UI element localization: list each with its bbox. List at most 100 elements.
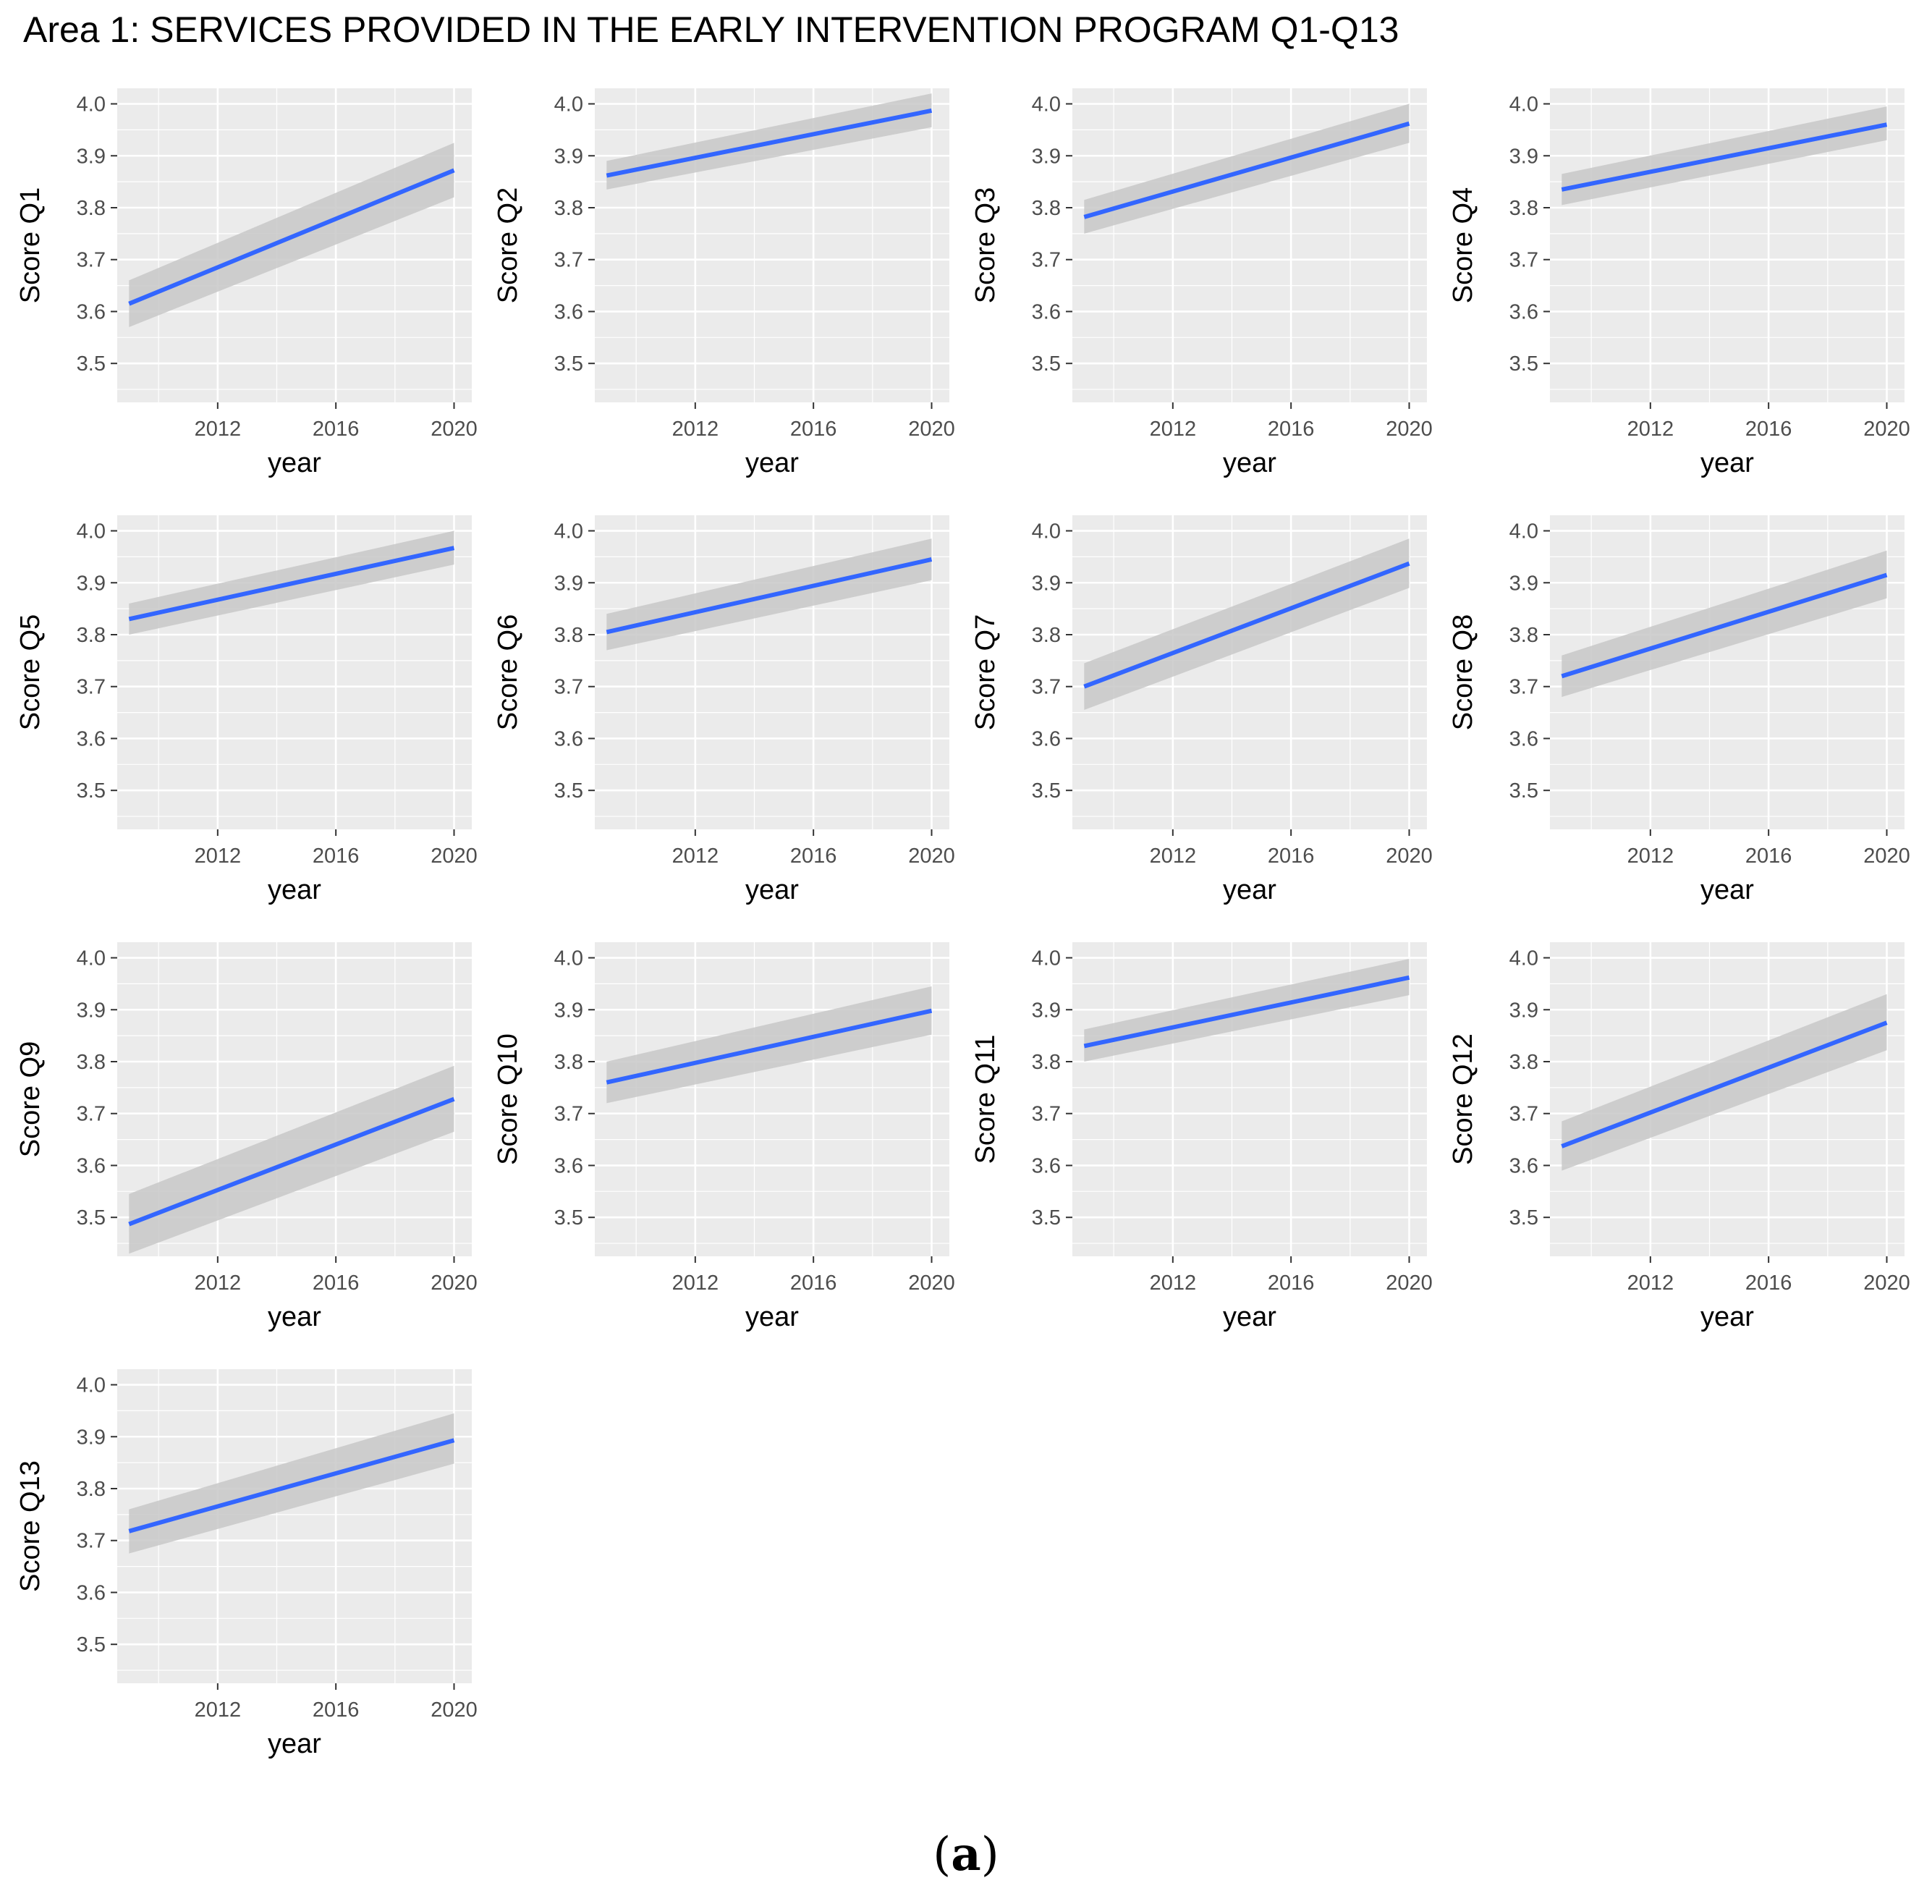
y-tick-label: 3.6: [1032, 300, 1061, 323]
x-axis-title: year: [268, 875, 321, 905]
plot-background: [595, 942, 949, 1256]
y-tick-label: 3.7: [1032, 1103, 1061, 1126]
x-tick-label: 2016: [313, 1272, 360, 1295]
x-axis-title: year: [268, 1729, 321, 1759]
x-tick-label: 2016: [1268, 845, 1315, 868]
y-tick-label: 3.9: [77, 572, 106, 595]
y-tick-label: 4.0: [554, 520, 583, 543]
x-axis-title: year: [268, 448, 321, 478]
y-tick-label: 3.5: [77, 1206, 106, 1230]
y-tick-label: 3.7: [77, 1530, 106, 1553]
y-tick-label: 4.0: [77, 947, 106, 970]
y-axis-title: Score Q11: [970, 1035, 1001, 1164]
y-tick-label: 3.8: [1032, 624, 1061, 647]
y-tick-label: 3.9: [554, 145, 583, 168]
x-axis-title: year: [745, 448, 799, 478]
y-tick-label: 4.0: [77, 93, 106, 117]
chart-panel-12: 3.5 3.6 3.7 3.8 3.9 4.0 2012 2016 2020 year Score …: [1448, 942, 1910, 1332]
y-tick-label: 3.5: [1509, 779, 1538, 803]
chart-panel-13: 3.5 3.6 3.7 3.8 3.9 4.0 2012 2016 2020 year Score …: [15, 1369, 478, 1759]
x-tick-label: 2012: [195, 1272, 242, 1295]
x-tick-label: 2016: [313, 845, 360, 868]
y-tick-label: 3.7: [554, 249, 583, 272]
y-tick-label: 3.7: [77, 249, 106, 272]
x-tick-label: 2012: [1150, 1272, 1197, 1295]
x-tick-label: 2012: [1150, 845, 1197, 868]
x-tick-label: 2012: [1627, 1272, 1674, 1295]
x-tick-label: 2012: [195, 1698, 242, 1722]
page-title: Area 1: SERVICES PROVIDED IN THE EARLY I…: [23, 9, 1399, 50]
trend-line: [1561, 572, 1888, 679]
x-axis-title: year: [268, 1302, 321, 1332]
y-tick-label: 3.9: [1509, 145, 1538, 168]
y-tick-label: 3.6: [1032, 727, 1061, 750]
x-axis-title: year: [1223, 448, 1276, 478]
x-tick-label: 2016: [313, 1698, 360, 1722]
y-tick-label: 3.6: [1509, 727, 1538, 750]
y-tick-label: 3.7: [1509, 249, 1538, 272]
y-tick-label: 3.9: [1032, 572, 1061, 595]
y-axis-title: Score Q8: [1448, 614, 1478, 731]
x-tick-label: 2012: [672, 1272, 719, 1295]
x-axis-title: year: [1700, 875, 1754, 905]
y-tick-label: 3.8: [554, 197, 583, 220]
y-tick-label: 3.6: [77, 1154, 106, 1177]
y-tick-label: 4.0: [1032, 520, 1061, 543]
x-tick-label: 2020: [1863, 845, 1910, 868]
chart-panel-4: 3.5 3.6 3.7 3.8 3.9 4.0 2012 2016 2020 year Score …: [1448, 88, 1910, 478]
y-axis-title: Score Q3: [970, 187, 1001, 304]
y-tick-label: 3.6: [554, 300, 583, 323]
y-tick-label: 3.9: [77, 145, 106, 168]
y-tick-label: 3.6: [1509, 300, 1538, 323]
y-tick-label: 3.9: [554, 572, 583, 595]
x-tick-label: 2012: [672, 418, 719, 441]
y-tick-label: 3.9: [77, 999, 106, 1022]
y-axis-title: Score Q13: [15, 1460, 46, 1592]
x-tick-label: 2020: [431, 1272, 478, 1295]
y-tick-label: 3.7: [77, 676, 106, 699]
trend-line: [1561, 122, 1888, 192]
x-tick-label: 2012: [1627, 845, 1674, 868]
x-tick-label: 2020: [431, 1698, 478, 1722]
chart-panel-11: 3.5 3.6 3.7 3.8 3.9 4.0 2012 2016 2020 year Score …: [970, 942, 1433, 1332]
x-tick-label: 2016: [1268, 1272, 1315, 1295]
y-tick-label: 3.8: [1509, 197, 1538, 220]
y-axis-title: Score Q12: [1448, 1033, 1478, 1165]
y-tick-label: 3.9: [554, 999, 583, 1022]
trend-line: [128, 168, 455, 306]
x-axis-title: year: [1700, 448, 1754, 478]
y-tick-label: 3.8: [1032, 1051, 1061, 1074]
panel-caption-letter: a: [951, 1827, 981, 1882]
y-tick-label: 4.0: [1509, 93, 1538, 117]
x-tick-label: 2012: [672, 845, 719, 868]
y-tick-label: 3.8: [77, 197, 106, 220]
y-tick-label: 3.8: [1509, 624, 1538, 647]
y-tick-label: 3.5: [554, 1206, 583, 1230]
x-tick-label: 2016: [1268, 418, 1315, 441]
y-axis-title: Score Q4: [1448, 187, 1478, 304]
x-axis-title: year: [745, 875, 799, 905]
y-tick-label: 3.9: [77, 1426, 106, 1449]
y-tick-label: 3.8: [1032, 197, 1061, 220]
x-tick-label: 2020: [431, 845, 478, 868]
y-tick-label: 3.6: [554, 727, 583, 750]
y-tick-label: 3.8: [1509, 1051, 1538, 1074]
y-tick-label: 3.5: [554, 352, 583, 376]
x-tick-label: 2016: [313, 418, 360, 441]
y-tick-label: 4.0: [77, 1374, 106, 1397]
x-tick-label: 2016: [790, 418, 837, 441]
trend-line: [1083, 561, 1410, 689]
y-tick-label: 4.0: [1509, 947, 1538, 970]
trend-line: [606, 108, 933, 178]
x-tick-label: 2016: [1745, 1272, 1792, 1295]
trend-line: [128, 1438, 455, 1533]
y-tick-label: 3.6: [1032, 1154, 1061, 1177]
chart-panel-6: 3.5 3.6 3.7 3.8 3.9 4.0 2012 2016 2020 year Score …: [493, 515, 955, 905]
chart-panel-3: 3.5 3.6 3.7 3.8 3.9 4.0 2012 2016 2020 year Score …: [970, 88, 1433, 478]
y-axis-title: Score Q9: [15, 1041, 46, 1158]
y-tick-label: 4.0: [554, 947, 583, 970]
x-axis-title: year: [1223, 1302, 1276, 1332]
y-tick-label: 3.5: [1032, 352, 1061, 376]
y-tick-label: 3.7: [554, 676, 583, 699]
